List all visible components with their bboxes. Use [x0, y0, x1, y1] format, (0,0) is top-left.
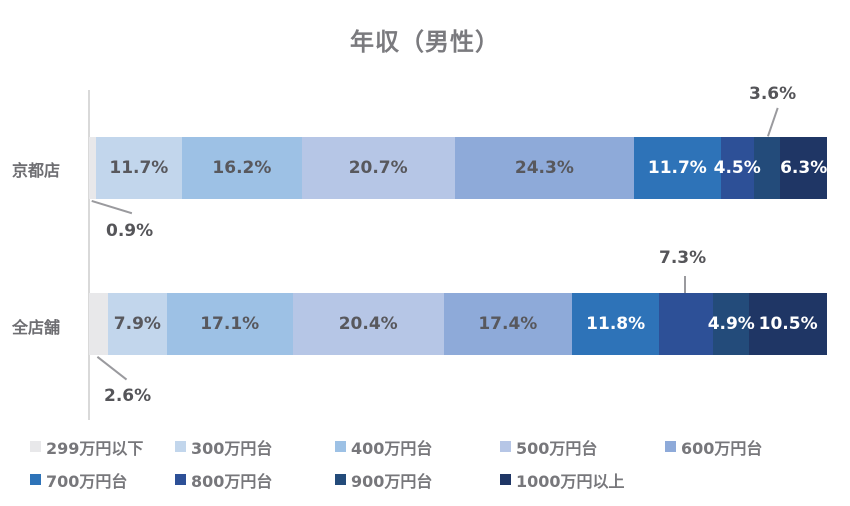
legend-label: 300万円台 — [191, 438, 273, 458]
leader-line-all-800 — [684, 276, 686, 293]
legend-item: 700万円台 — [30, 468, 175, 492]
bar-segment-kyoto-6: 4.5% — [714, 137, 761, 199]
data-label: 17.4% — [478, 314, 538, 334]
legend-label: 600万円台 — [681, 438, 763, 458]
bar-segment-all-5: 11.8% — [572, 293, 660, 355]
bar-segment-kyoto-2: 16.2% — [182, 137, 302, 199]
data-label: 11.8% — [586, 314, 646, 334]
chart-title: 年収（男性） — [350, 28, 500, 56]
data-label: 6.3% — [780, 158, 828, 178]
bar-segment-kyoto-7 — [753, 137, 781, 199]
category-label-all-stores: 全店舗 — [12, 318, 61, 337]
legend-label: 700万円台 — [46, 471, 128, 491]
data-label: 16.2% — [212, 158, 272, 178]
data-label: 4.9% — [707, 314, 755, 334]
category-label-kyoto: 京都店 — [12, 161, 61, 180]
legend-row: 700万円台 800万円台 900万円台 1000万円以上 — [30, 463, 830, 496]
legend-item: 900万円台 — [335, 468, 500, 492]
data-label: 24.3% — [514, 158, 574, 178]
bar-segment-all-7: 4.9% — [708, 293, 755, 355]
bar-all-stores: 7.9% 17.1% 20.4% 17.4% 11.8% 4.9% 10.5% — [89, 293, 827, 355]
bar-segment-all-8: 10.5% — [749, 293, 827, 355]
chart-legend: 299万円以下 300万円台 400万円台 500万円台 600万円台 700万円台 80… — [30, 430, 830, 496]
data-label: 7.9% — [113, 314, 161, 334]
bar-kyoto: 11.7% 16.2% 20.7% 24.3% 11.7% 4.5% 6.3% — [89, 137, 827, 199]
bar-segment-all-1: 7.9% — [108, 293, 167, 355]
legend-swatch-icon — [30, 441, 41, 452]
category-axis-line — [88, 90, 90, 420]
data-label-all-800: 7.3% — [659, 248, 707, 268]
bar-segment-kyoto-0 — [89, 137, 96, 199]
bar-segment-kyoto-5: 11.7% — [634, 137, 721, 199]
data-label: 11.7% — [109, 158, 169, 178]
legend-swatch-icon — [30, 474, 41, 485]
legend-label: 500万円台 — [516, 438, 598, 458]
data-label-kyoto-299: 0.9% — [106, 221, 154, 241]
data-label-kyoto-900: 3.6% — [749, 84, 797, 104]
leader-line-kyoto-299 — [91, 200, 133, 214]
legend-label: 400万円台 — [351, 438, 433, 458]
legend-item: 400万円台 — [335, 435, 500, 459]
legend-swatch-icon — [175, 441, 186, 452]
data-label: 20.4% — [338, 314, 398, 334]
leader-line-kyoto-900 — [767, 107, 779, 137]
legend-label: 800万円台 — [191, 471, 273, 491]
bar-segment-kyoto-8: 6.3% — [780, 137, 827, 199]
legend-swatch-icon — [500, 474, 511, 485]
data-label: 4.5% — [713, 158, 761, 178]
bar-segment-kyoto-4: 24.3% — [454, 137, 635, 199]
legend-item: 300万円台 — [175, 435, 335, 459]
legend-swatch-icon — [175, 474, 186, 485]
data-label: 11.7% — [647, 158, 707, 178]
bar-segment-kyoto-1: 11.7% — [95, 137, 183, 199]
bar-segment-kyoto-3: 20.7% — [301, 137, 455, 199]
legend-item: 600万円台 — [665, 435, 815, 459]
bar-segment-all-6 — [659, 293, 714, 355]
data-label-all-299: 2.6% — [104, 386, 152, 406]
data-label: 17.1% — [200, 314, 260, 334]
bar-segment-all-3: 20.4% — [292, 293, 444, 355]
data-label: 10.5% — [758, 314, 818, 334]
legend-label: 900万円台 — [351, 471, 433, 491]
legend-item: 500万円台 — [500, 435, 665, 459]
bar-segment-all-0 — [89, 293, 109, 355]
data-label: 20.7% — [348, 158, 408, 178]
legend-label: 299万円以下 — [46, 438, 144, 458]
bar-segment-all-4: 17.4% — [443, 293, 573, 355]
legend-swatch-icon — [335, 474, 346, 485]
bar-segment-all-2: 17.1% — [166, 293, 293, 355]
legend-swatch-icon — [335, 441, 346, 452]
legend-swatch-icon — [500, 441, 511, 452]
legend-item: 299万円以下 — [30, 435, 175, 459]
leader-line-all-299 — [97, 356, 128, 380]
legend-item: 1000万円以上 — [500, 468, 700, 492]
legend-swatch-icon — [665, 441, 676, 452]
legend-row: 299万円以下 300万円台 400万円台 500万円台 600万円台 — [30, 430, 830, 463]
legend-item: 800万円台 — [175, 468, 335, 492]
legend-label: 1000万円以上 — [516, 471, 625, 491]
